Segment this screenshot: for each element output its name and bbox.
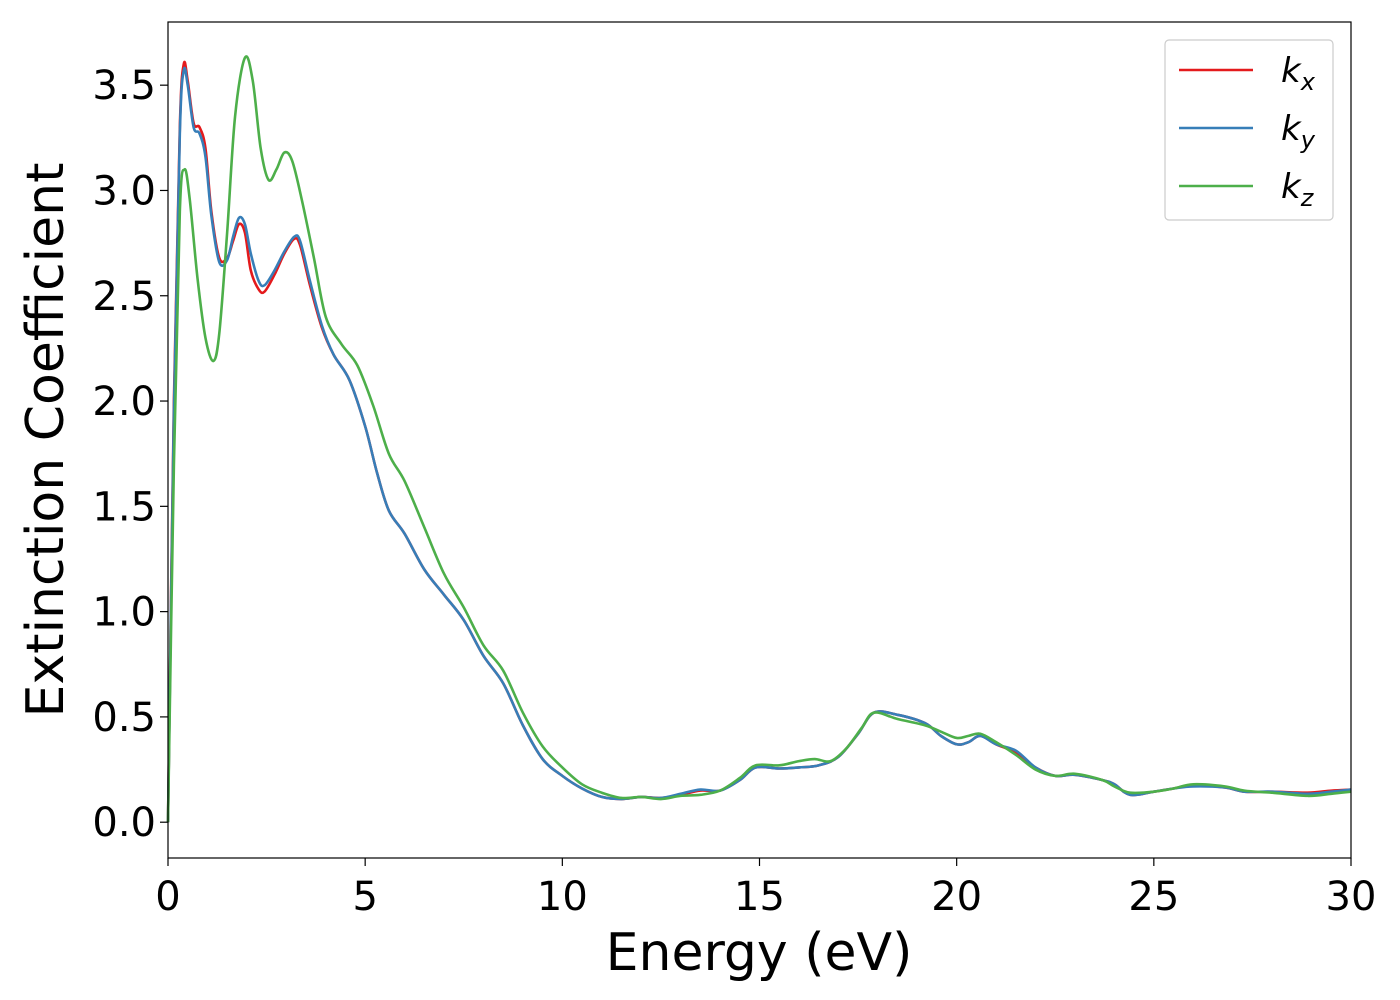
- y-tick-label: 3.5: [92, 63, 156, 109]
- x-tick-label: 20: [931, 874, 982, 920]
- x-tick-label: 0: [155, 874, 180, 920]
- x-tick-label: 5: [352, 874, 377, 920]
- y-tick-label: 1.0: [92, 590, 156, 636]
- legend-box: [1164, 39, 1334, 221]
- x-tick-label: 25: [1128, 874, 1179, 920]
- y-axis: 0.0 0.5 1.0 1.5 2.0 2.5 3.0 3.5: [92, 63, 168, 846]
- y-tick-label: 2.5: [92, 274, 156, 320]
- y-tick-label: 0.0: [92, 800, 156, 846]
- series-line-kz: [166, 55, 1352, 823]
- x-tick-label: 15: [734, 874, 785, 920]
- y-tick-label: 0.5: [92, 695, 156, 741]
- y-tick-label: 1.5: [92, 484, 156, 530]
- x-tick-label: 10: [537, 874, 588, 920]
- y-tick-label: 3.0: [92, 168, 156, 214]
- plot-lines: [166, 55, 1352, 823]
- x-axis: 0 5 10 15 20 25 30: [155, 858, 1376, 920]
- x-tick-label: 30: [1326, 874, 1377, 920]
- y-tick-label: 2.0: [92, 379, 156, 425]
- x-axis-label: Energy (eV): [606, 923, 913, 983]
- y-axis-label: Extinction Coefficient: [16, 163, 76, 718]
